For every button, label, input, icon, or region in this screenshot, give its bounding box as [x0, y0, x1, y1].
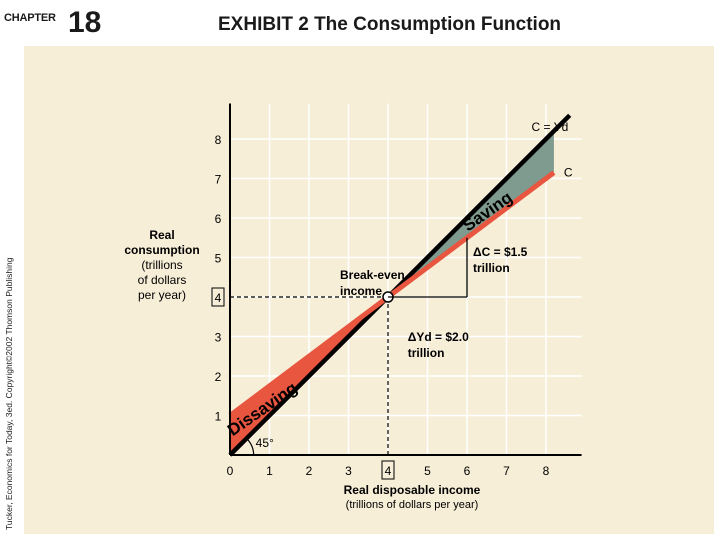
- break-even-label: Break-even: [340, 268, 405, 282]
- x-tick-label: 2: [306, 464, 313, 478]
- y-axis-label-line: per year): [137, 288, 187, 302]
- y-tick-label: 2: [215, 370, 222, 384]
- header-bar: CHAPTER 18 EXHIBIT 2 The Consumption Fun…: [0, 0, 720, 44]
- y-axis-label: Real consumption (trillions of dollars p…: [112, 228, 212, 303]
- x-tick-label: 7: [503, 464, 510, 478]
- y-tick-label: 4: [215, 291, 222, 305]
- consumption-line-label: C: [564, 166, 573, 180]
- chapter-number: 18: [68, 6, 102, 39]
- y-tick-label: 6: [215, 212, 222, 226]
- guide-line-label: C = Yd: [532, 120, 569, 134]
- y-tick-label: 3: [215, 331, 222, 345]
- x-tick-label: 3: [345, 464, 352, 478]
- angle-label: 45°: [256, 436, 274, 450]
- x-tick-label: 0: [227, 464, 234, 478]
- x-tick-label: 5: [424, 464, 431, 478]
- y-tick-label: 7: [215, 173, 222, 187]
- break-even-label: income: [340, 284, 382, 298]
- y-tick-box: [211, 287, 225, 307]
- ticks: 0 1 2 3 4 5 6 7 8 1 2 3 4 5 6 7 8: [211, 133, 550, 480]
- x-axis-sublabel: (trillions of dollars per year): [345, 499, 479, 511]
- y-axis-label-line: of dollars: [137, 273, 187, 287]
- chart-panel: [24, 46, 714, 534]
- exhibit-title: EXHIBIT 2 The Consumption Function: [218, 14, 562, 35]
- chapter-label: CHAPTER: [4, 12, 56, 24]
- angle-arc: [246, 437, 255, 456]
- x-tick-label: 8: [543, 464, 550, 478]
- x-tick-label: 1: [266, 464, 273, 478]
- delta-yd-label: trillion: [408, 346, 445, 360]
- delta-c-label: ΔC = $1.5: [473, 245, 528, 259]
- y-axis-label-line: Real: [149, 228, 175, 242]
- x-tick-label: 4: [385, 464, 392, 478]
- delta-yd-label: ΔYd = $2.0: [408, 330, 469, 344]
- y-tick-label: 1: [215, 410, 222, 424]
- x-tick-label: 6: [464, 464, 471, 478]
- y-axis-label-line: (trillions: [141, 258, 183, 272]
- y-tick-label: 8: [215, 133, 222, 147]
- x-tick-box: [381, 460, 395, 480]
- y-axis-label-line: consumption: [124, 243, 200, 257]
- x-axis-label: Real disposable income: [343, 483, 481, 497]
- y-tick-label: 5: [215, 252, 222, 266]
- delta-c-label: trillion: [473, 261, 510, 275]
